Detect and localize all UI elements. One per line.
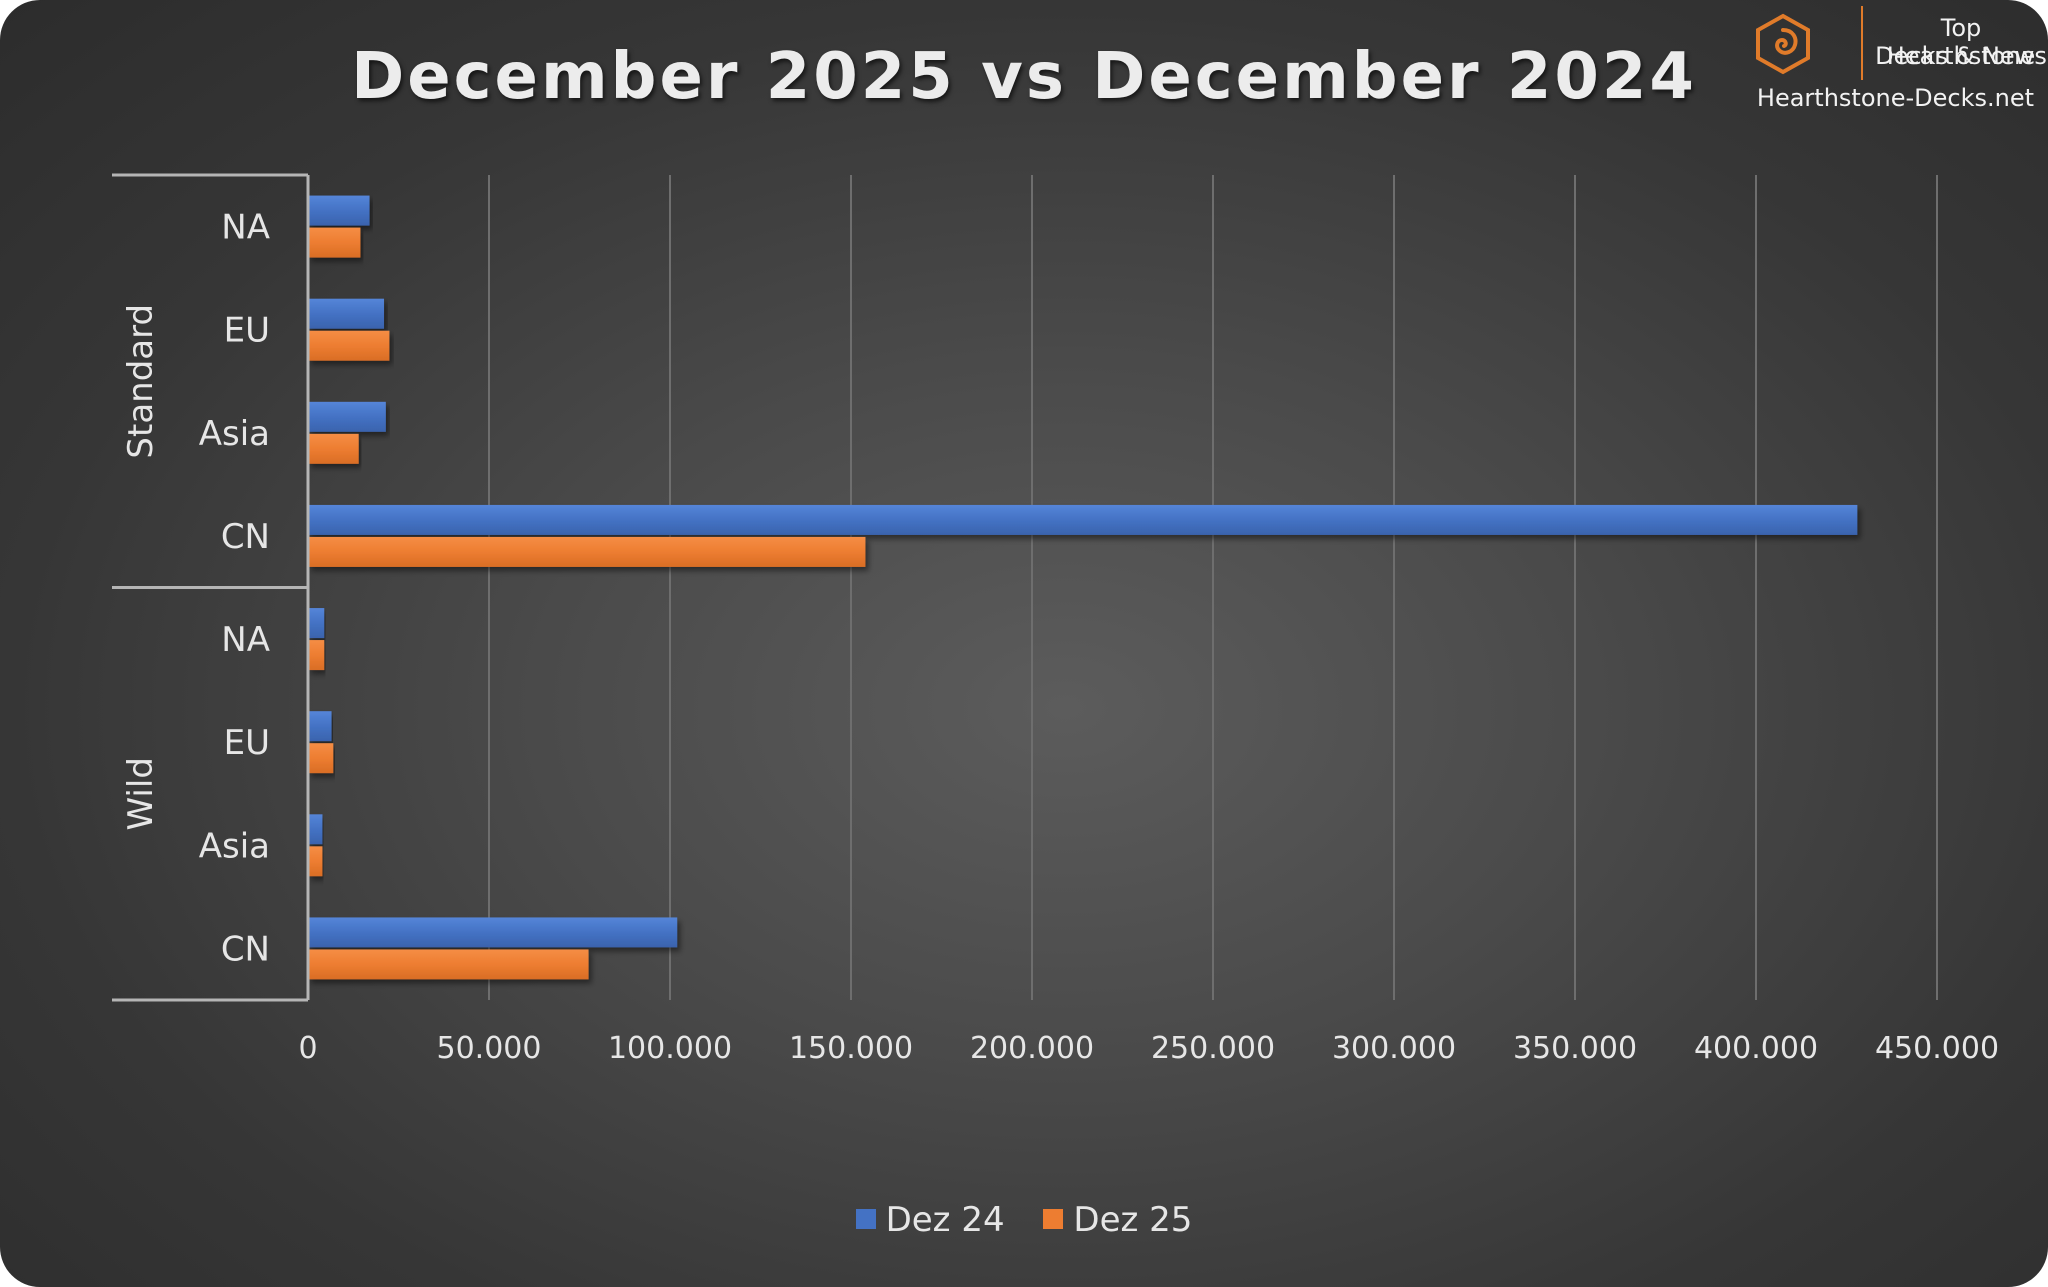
x-tick-label: 0 <box>298 1031 317 1066</box>
legend-item-series-1: Dez 24 <box>855 1200 1005 1240</box>
group-label: Wild <box>121 757 161 830</box>
bar-dez24 <box>308 298 385 329</box>
x-tick-label: 300.000 <box>1332 1031 1456 1066</box>
legend-item-series-2: Dez 25 <box>1043 1200 1192 1240</box>
legend-swatch-series-2 <box>1043 1208 1064 1229</box>
bar-dez24 <box>308 401 386 432</box>
x-tick-label: 100.000 <box>608 1031 732 1066</box>
bar-dez24 <box>308 195 370 226</box>
category-label: NA <box>221 620 270 660</box>
bar-dez25 <box>308 330 390 361</box>
bar-dez24 <box>308 504 1858 535</box>
x-tick-label: 450.000 <box>1875 1031 1999 1066</box>
category-label: CN <box>221 517 270 557</box>
legend-swatch-series-1 <box>855 1208 876 1229</box>
hearthstone-logo-icon <box>1756 13 1810 75</box>
chart-title: December 2025 vs December 2024 <box>351 40 1697 114</box>
bar-dez25 <box>308 743 334 774</box>
bar-dez25 <box>308 949 589 980</box>
category-label: CN <box>221 929 270 969</box>
category-label: EU <box>224 311 270 351</box>
legend-label-series-1: Dez 24 <box>885 1200 1005 1240</box>
brand-tagline-1: Top Hearthstone <box>1886 14 2036 70</box>
bar-dez25 <box>308 433 359 464</box>
bar-dez25 <box>308 640 325 671</box>
bar-dez25 <box>308 846 323 877</box>
x-tick-label: 350.000 <box>1513 1031 1637 1066</box>
x-tick-label: 400.000 <box>1694 1031 1818 1066</box>
x-tick-label: 250.000 <box>1151 1031 1275 1066</box>
legend: Dez 24 Dez 25 <box>0 1200 2048 1240</box>
brand-url: Hearthstone-Decks.net <box>1756 84 2034 112</box>
x-tick-label: 50.000 <box>437 1031 542 1066</box>
brand-block: Top Hearthstone Decks & News Hearthstone… <box>1728 0 2048 130</box>
group-label: Standard <box>121 304 161 459</box>
bar-dez25 <box>308 227 361 258</box>
category-label: EU <box>224 723 270 763</box>
bar-dez24 <box>308 711 332 742</box>
legend-label-series-2: Dez 25 <box>1073 1200 1193 1240</box>
x-tick-label: 200.000 <box>970 1031 1094 1066</box>
category-label: Asia <box>199 826 270 866</box>
bar-dez24 <box>308 608 325 639</box>
x-tick-label: 150.000 <box>789 1031 913 1066</box>
bar-dez24 <box>308 814 323 845</box>
brand-divider <box>1861 6 1863 80</box>
brand-tagline-2: Decks & News <box>1875 42 2047 70</box>
bar-dez24 <box>308 917 678 948</box>
bar-dez25 <box>308 536 866 567</box>
category-label: NA <box>221 208 270 248</box>
category-label: Asia <box>199 414 270 454</box>
